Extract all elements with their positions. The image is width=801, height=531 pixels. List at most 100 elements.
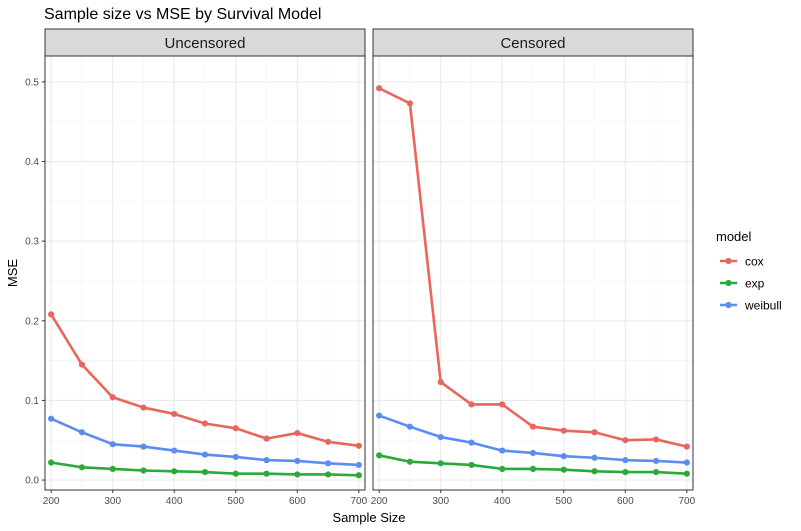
y-axis-title: MSE: [5, 259, 20, 288]
data-point-weibull: [140, 443, 147, 450]
data-point-exp: [355, 472, 362, 479]
data-point-cox: [78, 361, 86, 368]
data-point-weibull: [294, 457, 301, 465]
strip-censored: [372, 28, 694, 57]
y-tick-label: 0.1: [25, 396, 39, 407]
strip-label-uncensored: Uncensored: [165, 35, 246, 52]
y-tick-label: 0.3: [25, 237, 39, 248]
strip-uncensored: [44, 28, 366, 57]
x-tick-label: 400: [494, 496, 511, 507]
panel-censored: Censored 200 300 400 500 600 700: [371, 28, 696, 507]
data-point-cox: [652, 436, 660, 443]
data-point-exp: [78, 464, 86, 471]
data-point-cox: [683, 443, 690, 450]
data-point-cox: [529, 423, 537, 430]
series-censored: [376, 85, 690, 477]
data-point-weibull: [406, 423, 414, 430]
x-tick-label: 600: [289, 496, 306, 507]
data-point-exp: [468, 461, 475, 469]
data-point-weibull: [171, 447, 178, 454]
data-point-cox: [109, 394, 116, 401]
data-point-exp: [622, 468, 629, 476]
panel-border-uncensored: [44, 55, 366, 491]
legend-key-point: [725, 301, 732, 309]
data-point-weibull: [560, 453, 567, 460]
legend-label-exp: exp: [745, 277, 765, 291]
data-point-cox: [355, 442, 362, 449]
data-point-exp: [499, 465, 506, 472]
data-point-cox: [294, 429, 301, 437]
data-point-cox: [140, 404, 147, 411]
legend-items: cox exp weibull: [720, 255, 782, 313]
data-point-weibull: [591, 454, 598, 461]
data-point-weibull: [232, 453, 239, 461]
data-point-cox: [232, 425, 239, 432]
data-point-exp: [263, 470, 270, 477]
legend-title: model: [716, 229, 752, 244]
data-point-cox: [406, 100, 414, 107]
x-tick-label: 700: [351, 496, 368, 507]
data-point-exp: [232, 470, 239, 477]
x-tick-label: 500: [227, 496, 244, 507]
legend-key-point: [725, 257, 732, 265]
x-ticks-uncensored: 200 300 400 500 600 700: [43, 490, 368, 507]
data-point-cox: [437, 378, 444, 386]
x-tick-label: 200: [371, 496, 388, 507]
strip-label-censored: Censored: [500, 35, 565, 52]
data-point-exp: [683, 470, 690, 477]
y-axis-ticks: 0.0 0.1 0.2 0.3 0.4 0.5: [25, 77, 45, 487]
data-point-weibull: [376, 412, 383, 419]
x-ticks-censored: 200 300 400 500 600 700: [371, 490, 696, 507]
data-point-exp: [652, 468, 660, 476]
data-point-cox: [376, 85, 383, 92]
data-point-exp: [140, 467, 147, 474]
legend-label-cox: cox: [745, 255, 764, 269]
x-tick-label: 300: [104, 496, 121, 507]
data-point-weibull: [499, 447, 506, 454]
x-tick-label: 400: [166, 496, 183, 507]
data-point-exp: [376, 452, 383, 459]
data-point-exp: [406, 458, 414, 465]
data-point-exp: [324, 471, 332, 478]
data-point-exp: [171, 468, 178, 475]
data-point-weibull: [78, 429, 86, 436]
data-point-cox: [263, 435, 270, 442]
x-tick-label: 200: [43, 496, 60, 507]
y-tick-label: 0.0: [25, 476, 39, 487]
x-tick-label: 500: [555, 496, 572, 507]
data-point-weibull: [355, 461, 362, 469]
data-point-weibull: [683, 459, 690, 466]
data-point-exp: [560, 466, 567, 473]
panel-border-censored: [372, 55, 694, 491]
chart-title: Sample size vs MSE by Survival Model: [44, 6, 321, 23]
y-tick-label: 0.2: [25, 316, 39, 327]
data-point-weibull: [622, 457, 629, 464]
data-point-weibull: [529, 449, 537, 457]
legend: model cox exp weibull: [716, 229, 782, 313]
x-tick-label: 600: [617, 496, 634, 507]
panel-uncensored: Uncensored 200 300 400 500 600 700: [43, 28, 368, 507]
data-point-cox: [591, 429, 598, 436]
y-tick-label: 0.5: [25, 77, 39, 88]
data-point-cox: [324, 438, 332, 445]
data-point-exp: [294, 471, 301, 478]
data-point-cox: [560, 427, 567, 434]
data-point-exp: [529, 465, 537, 472]
grid-uncensored: [45, 56, 365, 490]
legend-key-point: [725, 279, 732, 287]
data-point-weibull: [109, 441, 116, 448]
data-point-cox: [48, 311, 55, 318]
series-uncensored: [48, 311, 362, 479]
grid-censored: [373, 56, 693, 490]
data-point-weibull: [201, 451, 209, 458]
x-axis-title: Sample Size: [333, 510, 406, 525]
data-point-exp: [201, 468, 209, 476]
data-point-cox: [499, 401, 506, 408]
data-point-exp: [48, 459, 55, 466]
data-point-cox: [622, 437, 629, 444]
data-point-exp: [109, 465, 116, 472]
data-point-cox: [171, 410, 178, 418]
data-point-weibull: [263, 457, 270, 464]
data-point-weibull: [324, 460, 332, 467]
